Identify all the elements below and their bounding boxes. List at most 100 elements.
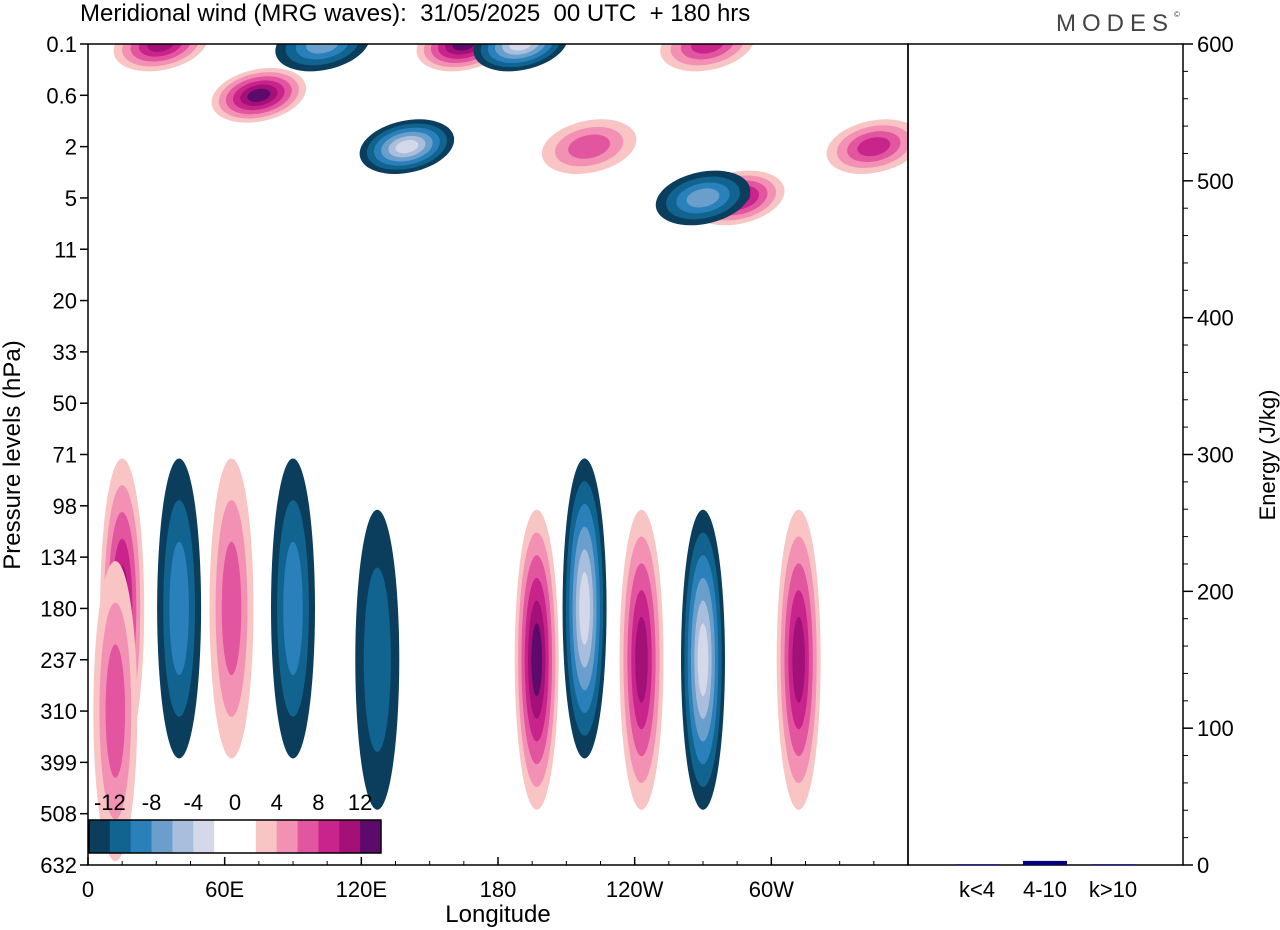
brand-mark: © (1174, 10, 1180, 19)
wind-cell (776, 509, 821, 810)
colorbar-label: -4 (184, 790, 204, 815)
contour-band (502, 44, 540, 55)
contour-band (283, 541, 303, 676)
energy-bar (1091, 864, 1135, 866)
colorbar-swatch (89, 820, 111, 853)
y-tick-label: 508 (40, 802, 77, 827)
y-axis-label: Pressure levels (hPa) (0, 340, 26, 569)
wind-cell (541, 119, 637, 174)
wind-cell (619, 509, 664, 810)
y-tick-label: 98 (53, 494, 77, 519)
wind-cell (359, 119, 455, 174)
y-tick-label: 0.6 (46, 83, 77, 108)
wind-cell (275, 44, 370, 72)
energy-tick-label: 0 (1197, 853, 1209, 878)
colorbar-label: -12 (94, 790, 126, 815)
colorbar-label: 4 (271, 790, 283, 815)
y-tick-label: 71 (53, 443, 77, 468)
colorbar-swatch (318, 820, 340, 853)
wind-cell (655, 170, 751, 226)
y-tick-label: 2 (65, 135, 77, 160)
x-tick-label: 180 (480, 877, 517, 902)
colorbar-swatch (255, 820, 278, 853)
contour-band (363, 567, 391, 753)
x-tick-label: 120W (606, 877, 664, 902)
contour-band (509, 44, 533, 51)
x-tick-label: 60E (205, 877, 244, 902)
contour-band (295, 44, 350, 60)
colorbar-swatch (276, 820, 298, 853)
energy-tick-label: 300 (1197, 443, 1234, 468)
contour-band (169, 541, 189, 676)
y-tick-label: 0.1 (46, 32, 77, 57)
y-tick-label: 310 (40, 699, 77, 724)
energy-tick-label: 400 (1197, 306, 1234, 331)
y-tick-label: 399 (40, 750, 77, 775)
energy-bar-chart: 0 100 200 300 400 500 600 k<4 4-10 k>10 (955, 32, 1234, 902)
y-tick-label: 11 (54, 237, 77, 262)
colorbar-swatch (193, 820, 215, 853)
contour-band (697, 623, 709, 697)
longitude-axis: 0 60E 120E 180 120W 60W (82, 857, 875, 902)
contour-band (568, 134, 611, 159)
colorbar-swatch (172, 820, 194, 853)
y-tick-label: 5 (65, 186, 77, 211)
contour-band (579, 572, 590, 645)
contour-band (221, 541, 242, 676)
contour-band (445, 44, 483, 55)
modes-logo: MODES© (1056, 10, 1180, 38)
colorbar-swatch (235, 820, 257, 853)
contour-band (686, 188, 720, 208)
energy-tick-label: 100 (1197, 716, 1234, 741)
energy-axis-label: Energy (J/kg) (1255, 390, 1280, 521)
colorbar-swatch (214, 820, 236, 853)
contour-band (247, 88, 271, 102)
y-tick-label: 180 (40, 596, 77, 621)
contour-band (395, 140, 419, 154)
chart-title: Meridional wind (MRG waves): 31/05/2025 … (80, 0, 751, 27)
wind-cell (826, 119, 908, 174)
contour-band (857, 137, 891, 157)
contour-band (452, 44, 476, 51)
colorbar-swatch (297, 820, 319, 853)
wind-cell (681, 509, 725, 810)
wind-cell (93, 561, 138, 862)
colorbar-label: -8 (142, 790, 162, 815)
energy-tick-label: 500 (1197, 169, 1234, 194)
contour-band (680, 44, 735, 60)
colorbar: -12 -8 -4 0 4 8 12 (88, 790, 382, 854)
colorbar-label: 8 (312, 790, 324, 815)
energy-bar (955, 864, 999, 866)
colorbar-frame (88, 819, 382, 854)
contour-band (306, 44, 340, 54)
wind-cell (271, 458, 315, 759)
x-axis-label: Longitude (445, 901, 550, 928)
wind-cell (514, 509, 559, 810)
contour-band (792, 616, 805, 703)
pressure-axis: 0.1 0.6 2 5 11 20 33 50 71 98 134 180 237 310 399 508 63… (40, 32, 88, 878)
colorbar-swatch (130, 820, 152, 853)
colorbar-swatch (339, 820, 361, 853)
contour-band (531, 623, 543, 697)
y-tick-label: 134 (40, 545, 77, 570)
y-tick-label: 632 (40, 853, 77, 878)
colorbar-label: 0 (229, 790, 241, 815)
wind-cell (157, 458, 202, 759)
energy-tick-label: 200 (1197, 579, 1234, 604)
energy-category-label: 4-10 (1023, 877, 1067, 902)
wind-cell (355, 509, 400, 810)
y-tick-label: 20 (53, 289, 77, 314)
wind-contour-field (93, 44, 908, 862)
colorbar-label: 12 (348, 790, 372, 815)
x-tick-label: 120E (336, 877, 387, 902)
colorbar-swatch (109, 820, 132, 853)
energy-panel-frame (907, 43, 1184, 866)
energy-tick-label: 600 (1197, 32, 1234, 57)
wind-cell (562, 458, 607, 759)
y-tick-label: 237 (40, 648, 77, 673)
x-tick-label: 0 (82, 877, 94, 902)
energy-category-label: k>10 (1089, 877, 1137, 902)
energy-bar (1023, 860, 1067, 865)
wind-cell (209, 458, 254, 759)
